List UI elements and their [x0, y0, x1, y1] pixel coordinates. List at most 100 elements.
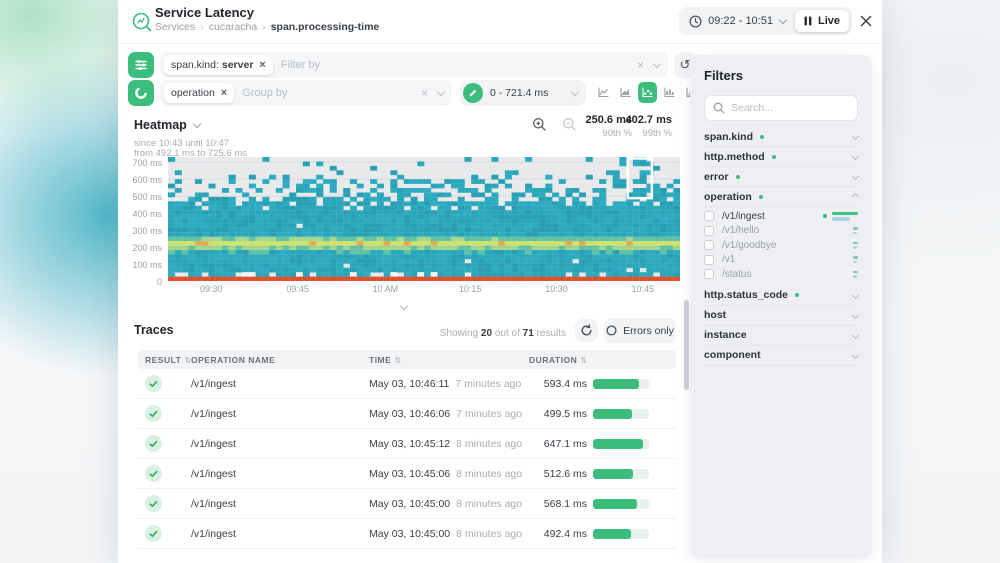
filter-group-instance[interactable]: instance — [704, 326, 860, 346]
chevron-down-icon — [851, 331, 860, 339]
filter-group-operation[interactable]: operation — [704, 187, 860, 207]
check-icon — [145, 525, 162, 542]
filter-group-span.kind[interactable]: span.kind — [704, 127, 860, 147]
table-row[interactable]: /v1/ingest May 03, 10:45:12 8 minutes ago 6… — [138, 429, 676, 459]
breadcrumb-item[interactable]: cucaracha — [208, 21, 258, 33]
table-row[interactable]: /v1/ingest May 03, 10:45:06 8 minutes ago 5… — [138, 459, 676, 489]
filters-title: Filters — [704, 68, 744, 83]
remove-chip-icon[interactable]: × — [259, 59, 266, 71]
trace-duration: 593.4 ms — [529, 378, 649, 390]
active-dot-icon — [758, 194, 763, 199]
checkbox[interactable] — [704, 240, 714, 251]
group-field: operation × × — [160, 80, 452, 106]
y-axis-tick: 500 ms — [132, 192, 162, 203]
filter-option-/v1/hello[interactable]: /v1/hello — [704, 224, 858, 239]
sparkline — [853, 241, 858, 249]
filter-option-/v1[interactable]: /v1 — [704, 253, 858, 268]
live-button[interactable]: Live — [794, 10, 849, 32]
active-dot-icon — [795, 293, 800, 297]
duration-bar — [593, 498, 649, 509]
clear-filter-icon[interactable]: × — [636, 58, 644, 72]
filter-input[interactable] — [280, 59, 637, 71]
time-range-control[interactable]: 09:22 - 10:51 Live — [679, 7, 852, 35]
checkbox[interactable] — [704, 269, 714, 280]
pencil-icon — [463, 83, 483, 103]
filter-option-/v1/ingest[interactable]: /v1/ingest — [704, 209, 858, 224]
errors-only-toggle[interactable]: Errors only — [604, 318, 676, 343]
filter-group-label: host — [704, 309, 727, 321]
duration-bar — [593, 378, 649, 389]
filter-option-/v1/goodbye[interactable]: /v1/goodbye — [704, 238, 858, 253]
bar-chart-icon[interactable] — [660, 82, 679, 103]
filter-chip-key: span.kind: — [171, 59, 219, 71]
line-chart-icon[interactable] — [594, 82, 613, 103]
y-axis-tick: 0 — [156, 277, 162, 287]
value-range-button[interactable]: 0 - 721.4 ms — [460, 80, 586, 106]
area-chart-icon[interactable] — [616, 82, 635, 103]
group-input[interactable] — [242, 87, 421, 99]
heatmap-chart-icon[interactable] — [638, 82, 657, 103]
filter-group-label: component — [704, 349, 761, 361]
y-axis-tick: 100 ms — [132, 260, 162, 270]
filter-group-component[interactable]: component — [704, 346, 860, 366]
filters-search[interactable] — [704, 95, 858, 121]
zoom-out-icon[interactable] — [562, 117, 578, 133]
sparkline — [832, 211, 858, 221]
chevron-down-icon — [851, 172, 860, 181]
table-row[interactable]: /v1/ingest May 03, 10:46:11 7 minutes ago 5… — [138, 369, 676, 399]
close-icon[interactable] — [858, 13, 874, 29]
scrollbar[interactable] — [684, 300, 689, 390]
trace-time: May 03, 10:45:12 8 minutes ago — [369, 437, 523, 450]
trace-time: May 03, 10:45:00 8 minutes ago — [369, 527, 523, 540]
collapse-chart-icon[interactable] — [399, 296, 409, 314]
chevron-down-icon[interactable] — [652, 59, 662, 68]
column-header-duration[interactable]: Duration ⇅ — [529, 354, 588, 365]
panel-header: Service Latency Services › cucaracha › span.… — [118, 0, 882, 44]
latency-heatmap[interactable] — [168, 157, 680, 281]
filter-group-error[interactable]: error — [704, 167, 860, 187]
y-axis-tick: 300 ms — [132, 226, 162, 237]
chevron-down-icon — [851, 132, 860, 141]
clear-group-icon[interactable]: × — [420, 86, 428, 100]
table-row[interactable]: /v1/ingest May 03, 10:46:06 7 minutes ago 4… — [138, 399, 676, 429]
checkbox[interactable] — [704, 254, 714, 265]
group-chip[interactable]: operation × — [164, 83, 235, 103]
pause-icon — [804, 16, 812, 26]
filters-search-input[interactable] — [731, 102, 849, 114]
filter-group-http.method[interactable]: http.method — [704, 147, 860, 167]
zoom-in-icon[interactable] — [532, 117, 548, 133]
sort-arrows-icon[interactable]: ⇅ — [580, 355, 588, 365]
remove-chip-icon[interactable]: × — [220, 87, 228, 99]
chevron-up-icon — [851, 192, 860, 201]
heatmap-selection-range: from 492.1 ms to 725.6 ms — [134, 148, 247, 159]
refresh-icon[interactable] — [575, 319, 598, 342]
breadcrumb-item[interactable]: span.processing-time — [270, 21, 380, 33]
sliders-icon[interactable] — [128, 52, 154, 78]
trace-duration: 568.1 ms — [529, 498, 649, 510]
search-icon — [713, 102, 725, 114]
filter-chip[interactable]: span.kind: server × — [164, 55, 273, 75]
chevron-down-icon — [851, 152, 860, 161]
filter-option-/status[interactable]: /status — [704, 267, 858, 282]
breadcrumb-item[interactable]: Services — [155, 21, 196, 33]
heatmap-title[interactable]: Heatmap — [134, 118, 202, 132]
duration-bar — [593, 528, 649, 539]
breadcrumb[interactable]: Services › cucaracha › span.processing-time — [155, 21, 379, 33]
filters-panel: Filters span.kind http.method error operati… — [690, 55, 872, 558]
table-row[interactable]: /v1/ingest May 03, 10:45:00 8 minutes ago 5… — [138, 489, 676, 519]
sort-arrows-icon[interactable]: ⇅ — [394, 355, 402, 365]
column-header-result[interactable]: Result ⇅ — [145, 354, 192, 365]
column-header-time[interactable]: Time ⇅ — [369, 354, 402, 365]
sort-arrows-icon[interactable]: ⇅ — [184, 355, 192, 365]
checkbox[interactable] — [704, 225, 714, 236]
check-icon — [145, 495, 162, 512]
table-row[interactable]: /v1/ingest May 03, 10:45:00 8 minutes ago 4… — [138, 519, 676, 549]
trace-time: May 03, 10:45:00 8 minutes ago — [369, 497, 523, 510]
filter-group-http.status_code[interactable]: http.status_code — [704, 286, 860, 306]
filter-chip-value: server — [221, 59, 254, 71]
filter-group-host[interactable]: host — [704, 306, 860, 326]
donut-chart-icon[interactable] — [128, 80, 154, 106]
latency-heatmap-canvas[interactable] — [168, 157, 680, 281]
checkbox[interactable] — [704, 211, 714, 222]
chevron-down-icon[interactable] — [436, 87, 446, 96]
